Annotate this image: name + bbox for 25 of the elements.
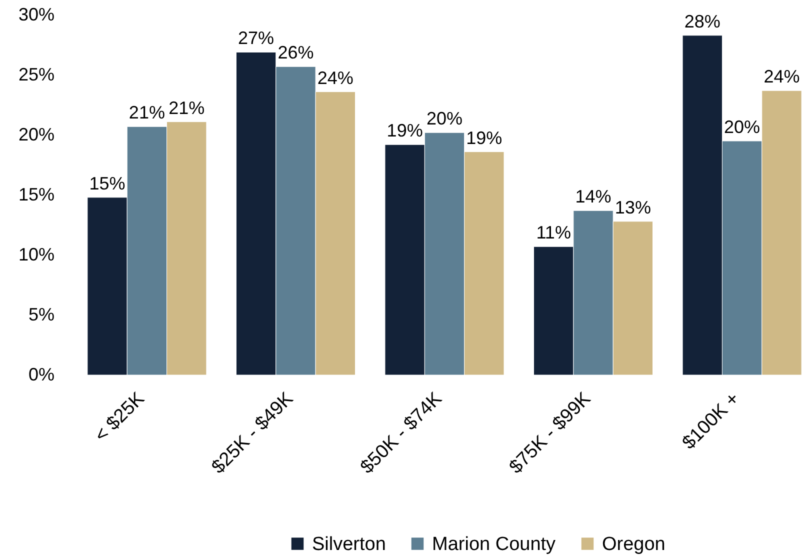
data-label: 27%: [238, 28, 274, 48]
y-tick-label: 0%: [28, 364, 54, 384]
data-label: 24%: [764, 66, 800, 87]
y-tick-label: 10%: [18, 244, 54, 264]
legend-label: Marion County: [432, 534, 556, 555]
data-label: 28%: [684, 11, 720, 32]
data-label: 24%: [317, 68, 354, 88]
data-label: 15%: [89, 173, 126, 194]
legend-label: Silverton: [312, 534, 386, 555]
data-label: 20%: [724, 117, 760, 137]
data-label: 26%: [278, 42, 314, 63]
data-label: 19%: [466, 128, 502, 148]
y-tick-label: 5%: [28, 304, 54, 324]
data-label: 11%: [536, 222, 571, 243]
data-label: 13%: [614, 197, 651, 218]
data-label: 21%: [128, 102, 165, 123]
y-tick-label: 25%: [18, 64, 54, 84]
data-label: 14%: [575, 186, 612, 207]
y-tick-label: 30%: [18, 4, 54, 24]
data-label: 20%: [426, 108, 463, 129]
data-label: 21%: [168, 98, 205, 118]
data-label: 19%: [386, 120, 423, 141]
y-tick-label: 15%: [18, 184, 54, 204]
y-tick-label: 20%: [18, 124, 54, 144]
legend-label: Oregon: [602, 534, 666, 555]
